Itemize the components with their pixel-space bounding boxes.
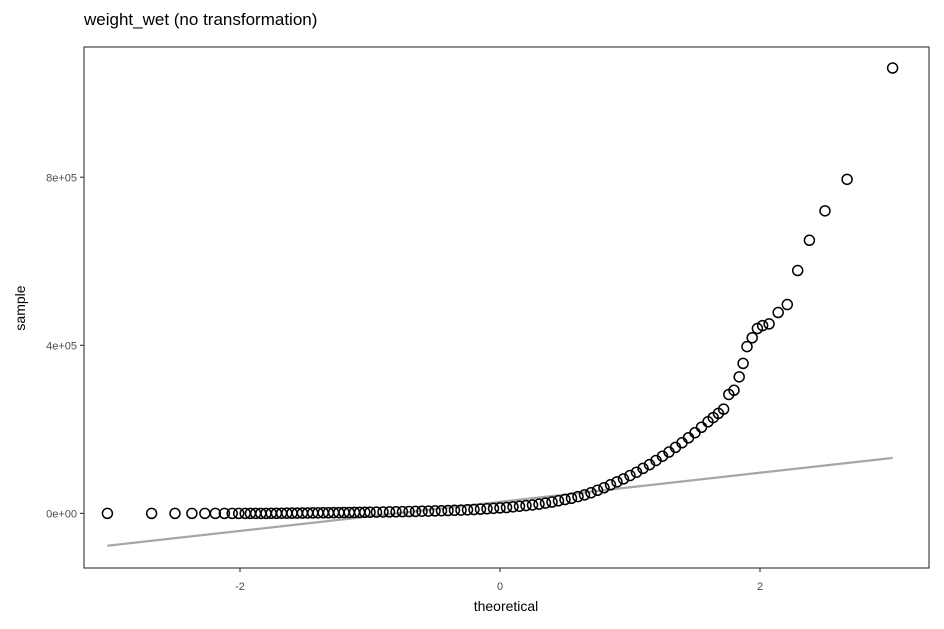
- reference-line-layer: [107, 456, 893, 547]
- data-point: [186, 507, 198, 520]
- data-point: [209, 507, 222, 520]
- data-point: [604, 479, 617, 491]
- data-point: [617, 473, 630, 485]
- data-point: [435, 504, 448, 517]
- data-point: [819, 205, 831, 217]
- data-point: [468, 503, 480, 516]
- data-point: [429, 505, 441, 517]
- data-point: [409, 505, 422, 518]
- data-point: [733, 371, 745, 383]
- data-point: [559, 493, 571, 506]
- data-point: [728, 384, 740, 397]
- data-point: [682, 432, 695, 444]
- x-axis-title: theoretical: [474, 598, 539, 614]
- data-point: [526, 499, 539, 511]
- points-layer: [101, 62, 899, 520]
- data-point: [611, 476, 623, 488]
- data-point: [513, 500, 526, 512]
- x-tick-label: -2: [235, 581, 245, 593]
- data-point: [791, 264, 804, 277]
- data-point: [507, 501, 519, 513]
- data-point: [772, 306, 784, 319]
- data-point: [578, 489, 591, 501]
- data-point: [803, 234, 816, 247]
- data-point: [422, 505, 435, 517]
- data-point: [689, 426, 701, 439]
- y-tick-label: 8e+05: [46, 172, 77, 184]
- data-point: [442, 504, 454, 517]
- data-point: [494, 502, 506, 514]
- data-point: [565, 492, 578, 504]
- data-point: [695, 421, 708, 433]
- chart-title: weight_wet (no transformation): [84, 10, 318, 29]
- data-point: [841, 173, 853, 186]
- x-axis-ticks: -2 0 2: [235, 568, 763, 593]
- data-point: [383, 506, 396, 518]
- data-point: [364, 506, 376, 518]
- data-point: [101, 507, 114, 520]
- data-point: [746, 332, 758, 344]
- data-point: [781, 298, 794, 311]
- data-point: [390, 506, 402, 518]
- plot-panel-border: [83, 46, 930, 569]
- data-point: [461, 504, 474, 516]
- data-point: [886, 62, 899, 74]
- data-point: [763, 318, 775, 330]
- data-point: [448, 504, 461, 517]
- data-point: [481, 503, 493, 515]
- data-point: [145, 507, 158, 520]
- data-point: [552, 495, 565, 507]
- data-point: [737, 357, 749, 370]
- x-tick-label: 2: [757, 581, 763, 593]
- data-point: [396, 505, 409, 518]
- data-point: [546, 496, 558, 508]
- data-point: [741, 340, 753, 353]
- data-point: [455, 504, 467, 516]
- x-tick-label: 0: [497, 581, 503, 593]
- y-tick-label: 0e+00: [46, 508, 77, 520]
- data-point: [487, 502, 500, 515]
- y-axis-title: sample: [12, 285, 28, 330]
- data-point: [572, 490, 584, 503]
- qq-reference-line: [107, 456, 893, 547]
- data-point: [598, 482, 610, 494]
- data-point: [591, 484, 604, 497]
- y-axis-ticks: 0e+00 4e+05 8e+05: [46, 172, 84, 520]
- data-point: [630, 466, 643, 478]
- data-point: [199, 507, 211, 520]
- data-point: [377, 506, 389, 518]
- data-point: [416, 505, 428, 517]
- data-point: [624, 469, 636, 482]
- data-point: [232, 507, 245, 520]
- data-point: [520, 499, 532, 512]
- data-point: [756, 319, 769, 332]
- data-point: [637, 462, 649, 475]
- data-point: [403, 505, 415, 518]
- data-point: [474, 503, 487, 515]
- data-point: [533, 498, 545, 510]
- data-point: [359, 506, 371, 519]
- y-tick-label: 4e+05: [46, 340, 77, 352]
- data-point: [370, 506, 383, 518]
- data-point: [218, 507, 231, 520]
- data-point: [717, 403, 730, 415]
- data-point: [169, 507, 181, 520]
- data-point: [226, 507, 238, 520]
- data-point: [500, 501, 513, 514]
- data-point: [539, 497, 552, 509]
- data-point: [585, 487, 597, 499]
